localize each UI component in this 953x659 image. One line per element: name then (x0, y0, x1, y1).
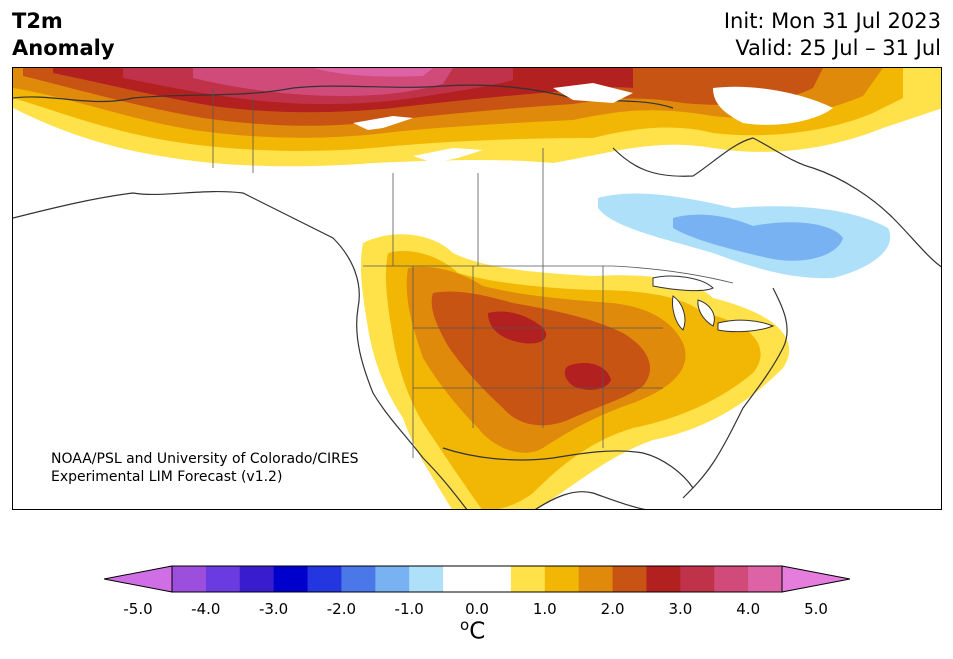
colorbar-swatch (646, 566, 681, 592)
unit-base: C (469, 618, 486, 645)
great-lakes (652, 275, 775, 333)
colorbar-tick-label: -4.0 (191, 600, 221, 618)
unit-superscript: o (460, 616, 470, 634)
northern-water (353, 83, 833, 163)
anomaly-area-3c-south (488, 311, 547, 344)
colorbar-swatch (239, 566, 275, 592)
colorbar-swatch (409, 566, 444, 592)
colorbar-tick-label: -1.0 (394, 600, 424, 618)
map-title: T2m Anomaly (12, 8, 115, 62)
colorbar-swatch (307, 566, 342, 592)
political-borders (212, 88, 734, 458)
colorbar-extend-high (781, 565, 851, 593)
title-line-1: T2m (12, 9, 63, 33)
colorbar-swatch (477, 566, 512, 592)
valid-date: Valid: 25 Jul – 31 Jul (735, 36, 941, 60)
anomaly-area-2.5c-south (431, 291, 651, 426)
colorbar-tick-label: 3.0 (668, 600, 693, 618)
colorbar: -5.0 -4.0 -3.0 -2.0 -1.0 0.0 1.0 2.0 3.0 4.0 5.0 (103, 565, 851, 635)
colorbar-swatch (748, 566, 783, 592)
forecast-dates: Init: Mon 31 Jul 2023 Valid: 25 Jul – 31… (724, 8, 941, 62)
anomaly-map: NOAA/PSL and University of Colorado/CIRE… (12, 67, 942, 510)
colorbar-swatch (341, 566, 376, 592)
colorbar-extend-low (103, 565, 173, 593)
colorbar-tick-label: -5.0 (123, 600, 153, 618)
colorbar-tick-label: -3.0 (258, 600, 289, 618)
anomaly-area-3c-plains (564, 362, 611, 390)
colorbar-swatch (680, 566, 715, 592)
colorbar-frame (171, 565, 783, 593)
init-date: Init: Mon 31 Jul 2023 (723, 9, 941, 33)
colorbar-swatch (273, 566, 309, 592)
colorbar-swatch (714, 566, 749, 592)
anomaly-area-cool-1.5c (673, 214, 843, 261)
colorbar-tick-label: 0.0 (465, 600, 489, 618)
colorbar-tick-label: 2.0 (600, 600, 625, 618)
colorbar-swatch (510, 566, 546, 592)
colorbar-swatch (172, 566, 207, 592)
colorbar-unit: oC (460, 616, 485, 645)
credit-line-1: NOAA/PSL and University of Colorado/CIRE… (51, 451, 359, 467)
colorbar-swatch (578, 566, 614, 592)
anomaly-area-4.5c-north (313, 68, 433, 77)
colorbar-swatches (103, 565, 851, 593)
map-canvas (13, 68, 941, 509)
map-credit: NOAA/PSL and University of Colorado/CIRE… (51, 450, 359, 486)
colorbar-swatch (612, 566, 647, 592)
colorbar-tick-label: 5.0 (804, 600, 828, 618)
colorbar-tick-label: 4.0 (736, 600, 761, 618)
title-line-2: Anomaly (12, 36, 115, 60)
colorbar-tick-label: -2.0 (326, 600, 357, 618)
colorbar-swatch (544, 566, 580, 592)
credit-line-2: Experimental LIM Forecast (v1.2) (51, 469, 283, 485)
colorbar-tick-label: 1.0 (532, 600, 557, 618)
colorbar-swatch (443, 566, 478, 592)
colorbar-swatch (205, 566, 241, 592)
colorbar-swatch (375, 566, 410, 592)
